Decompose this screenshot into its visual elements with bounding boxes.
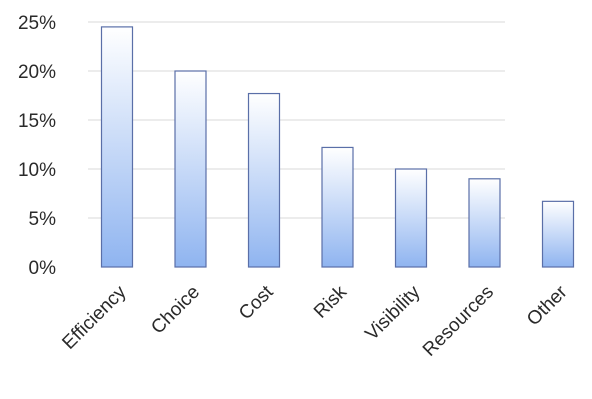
x-category-label: Risk — [310, 281, 351, 322]
bar-choice — [174, 70, 207, 268]
x-category-label: Visibility — [361, 281, 424, 344]
bar-other — [541, 200, 575, 268]
x-category-label: Cost — [235, 281, 278, 324]
x-category-label: Choice — [147, 282, 204, 339]
bar-visibility — [394, 168, 428, 268]
x-axis-labels: Efficiency Choice Cost Risk VisibilityResour… — [58, 281, 572, 361]
y-tick-label: 5% — [29, 209, 57, 230]
x-category-label: Other — [523, 281, 572, 330]
bar-efficiency — [100, 26, 134, 268]
bar-cost — [247, 92, 281, 268]
x-category-label: Efficiency — [58, 281, 130, 353]
gridlines — [88, 21, 505, 219]
y-axis-ticks: 0% 5% 10% 15% 20% 25% — [18, 13, 56, 279]
bar-risk — [321, 146, 354, 268]
y-tick-label: 25% — [18, 13, 56, 34]
y-tick-label: 20% — [18, 62, 56, 83]
y-tick-label: 10% — [18, 160, 56, 181]
x-category-label: Resources — [419, 282, 498, 361]
bar-resources — [468, 178, 501, 268]
y-tick-label: 15% — [18, 111, 56, 132]
bars — [100, 26, 575, 268]
y-tick-label: 0% — [29, 258, 57, 279]
